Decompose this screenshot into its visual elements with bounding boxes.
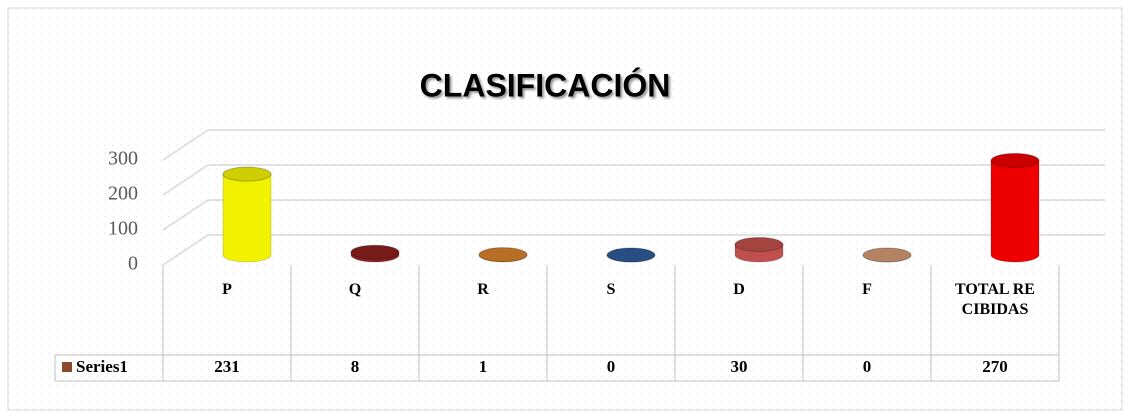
x-tick-label: F [862, 281, 872, 298]
data-cell: 1 [479, 357, 488, 376]
x-tick-label: TOTAL RECIBIDAS [955, 281, 1035, 318]
x-tick-label: R [477, 281, 489, 298]
bar-top [990, 153, 1040, 168]
grid-line [162, 199, 1105, 231]
y-tick-label: 200 [108, 183, 138, 205]
chart-title: CLASIFICACIÓN [420, 67, 671, 103]
bar-top [350, 244, 400, 260]
bar [222, 173, 272, 263]
x-tick-label: D [733, 281, 745, 298]
data-cell: 270 [982, 357, 1008, 376]
bar-top [734, 237, 784, 252]
x-tick-label: Q [348, 281, 362, 298]
bar-top [862, 247, 912, 263]
data-cell: 8 [351, 357, 360, 376]
bar-top [478, 247, 528, 263]
x-tick-label: S [606, 281, 616, 298]
bar [990, 160, 1040, 263]
legend-label: Series1 [76, 357, 128, 376]
bar-top [606, 247, 656, 263]
data-cell: 0 [607, 357, 616, 376]
data-cell: 0 [863, 357, 872, 376]
y-tick-label: 100 [108, 218, 138, 240]
legend-key [62, 362, 72, 372]
grid-line [162, 129, 1105, 161]
data-cell: 30 [731, 357, 748, 376]
x-tick-label: P [222, 281, 232, 298]
grid-line [162, 164, 1105, 196]
bar-top [222, 166, 272, 182]
y-tick-label: 0 [128, 253, 138, 275]
data-cell: 231 [214, 357, 240, 376]
y-tick-label: 300 [108, 148, 138, 170]
grid-line [162, 234, 1105, 266]
